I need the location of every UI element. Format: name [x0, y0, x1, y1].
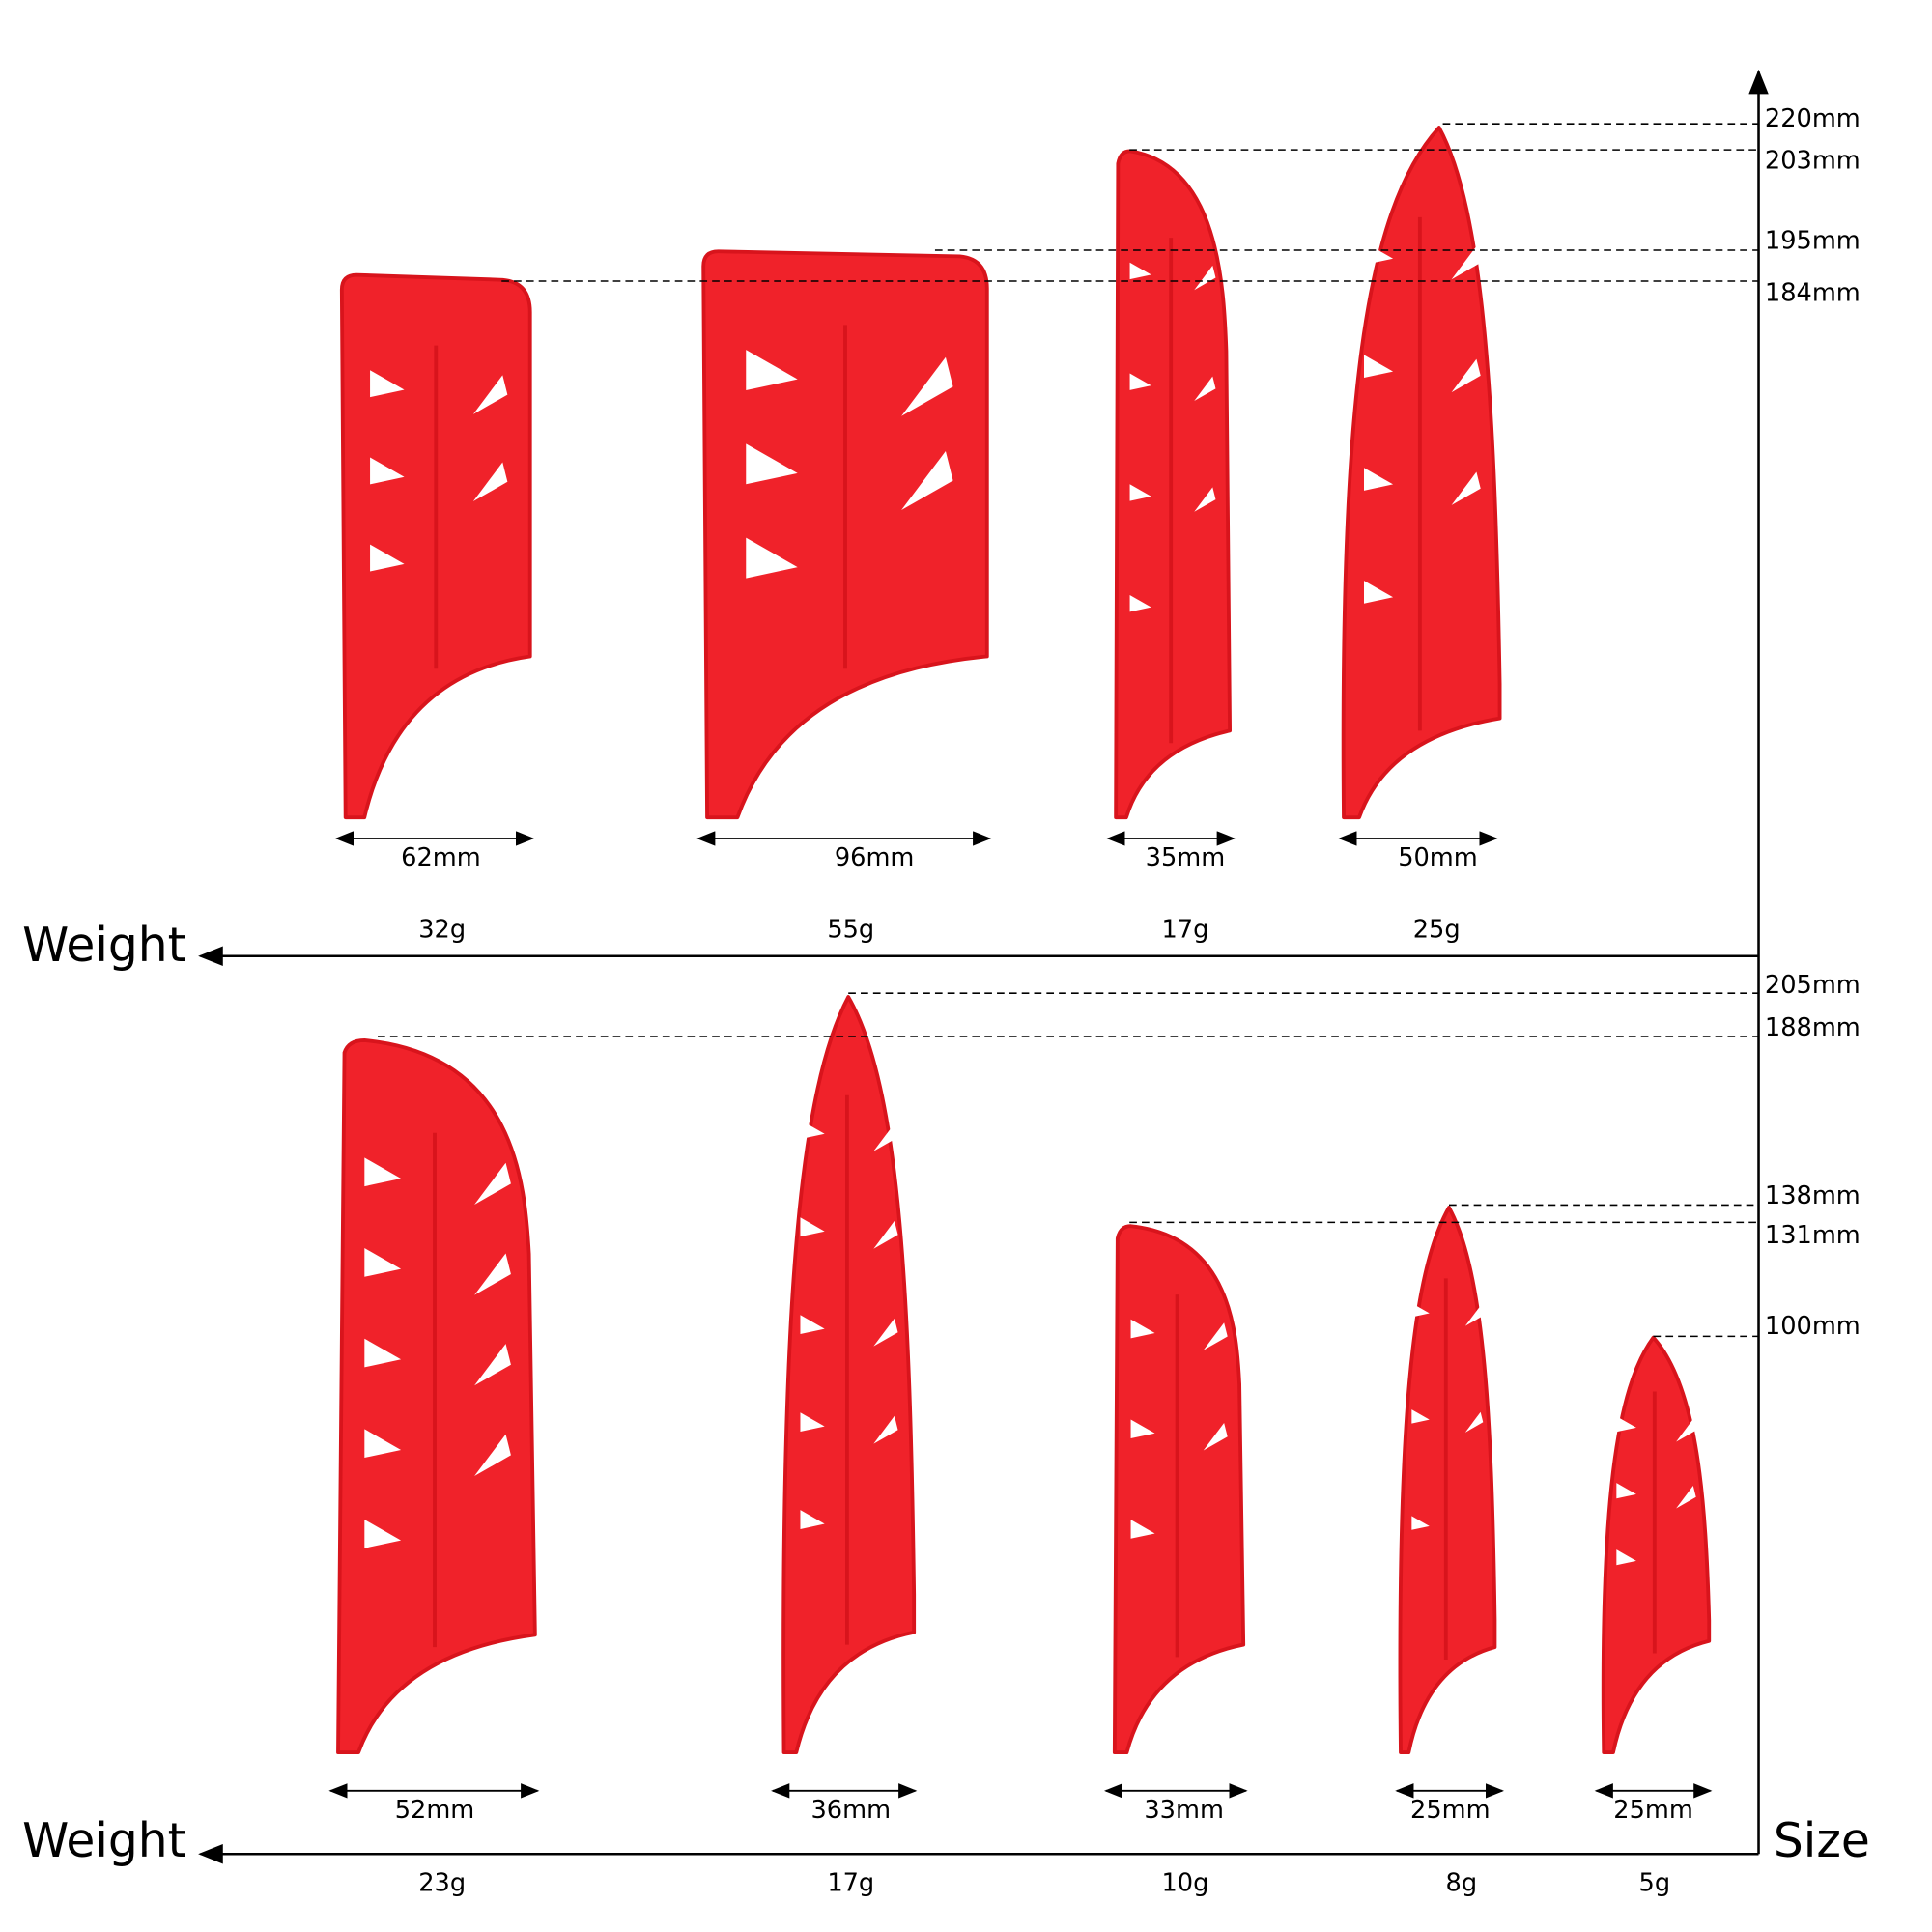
vent-slot-right — [873, 1220, 898, 1249]
vent-slot-left — [800, 1510, 825, 1529]
vent-slot-left — [1411, 1302, 1430, 1318]
vent-slot-left — [800, 1412, 825, 1433]
vent-slot-left — [1363, 242, 1394, 266]
vent-slot-right — [1451, 245, 1481, 280]
weight-axis-label-top: Weight — [22, 919, 186, 973]
width-label: 52mm — [395, 1796, 475, 1825]
height-label: 138mm — [1765, 1181, 1861, 1210]
height-label: 205mm — [1765, 971, 1861, 1000]
vent-slot-left — [1129, 484, 1151, 501]
vent-slot-left — [1130, 1419, 1155, 1439]
vent-slot-right — [1451, 358, 1481, 393]
vent-slot-left — [370, 457, 405, 485]
width-label: 35mm — [1146, 843, 1226, 872]
sheaths-layer — [336, 126, 1712, 1755]
weight-label: 25g — [1413, 916, 1461, 945]
weight-label: 23g — [418, 1869, 466, 1898]
vent-slot-left — [1130, 1319, 1155, 1339]
height-label: 131mm — [1765, 1221, 1861, 1250]
width-label: 50mm — [1398, 843, 1478, 872]
weight-label: 55g — [827, 916, 874, 945]
vent-slot-left — [364, 1429, 402, 1459]
vent-slot-left — [800, 1315, 825, 1335]
weight-label: 8g — [1446, 1869, 1478, 1898]
vent-slot-left — [1616, 1483, 1636, 1499]
vent-slot-left — [746, 537, 798, 579]
vent-slot-right — [472, 375, 508, 414]
knife-sheath — [701, 249, 989, 820]
width-label: 25mm — [1613, 1796, 1693, 1825]
weight-label: 17g — [1161, 916, 1208, 945]
vent-slot-left — [1363, 468, 1394, 491]
vent-slot-left — [364, 1520, 402, 1548]
vent-slot-right — [1203, 1322, 1228, 1350]
vent-slot-right — [873, 1122, 898, 1151]
vent-slot-right — [474, 1434, 511, 1476]
vent-slot-right — [1203, 1423, 1228, 1451]
vent-slot-right — [873, 1415, 898, 1444]
height-label: 195mm — [1765, 227, 1861, 256]
vent-slot-left — [1129, 262, 1151, 280]
vent-slot-right — [873, 1318, 898, 1347]
vent-slot-right — [1194, 376, 1216, 401]
vent-slot-right — [1194, 265, 1216, 291]
knife-sheath — [781, 995, 917, 1755]
vent-slot-right — [474, 1253, 511, 1295]
vent-slot-left — [746, 443, 798, 485]
knife-sheath — [1112, 1224, 1246, 1755]
knife-sheath — [1398, 1206, 1497, 1755]
vent-slot-left — [370, 544, 405, 572]
dimensions-layer: 62mm 32g 184mm 96mm 55g 195mm 35mm 17g 203mm 50mm… — [328, 104, 1861, 1898]
height-label: 220mm — [1765, 104, 1861, 133]
knife-sheath — [336, 1038, 537, 1755]
width-label: 25mm — [1410, 1796, 1491, 1825]
weight-label: 5g — [1639, 1869, 1671, 1898]
vent-slot-left — [364, 1338, 402, 1368]
vent-slot-left — [800, 1217, 825, 1237]
vent-slot-left — [364, 1157, 402, 1187]
vent-slot-right — [1194, 487, 1216, 512]
vent-slot-right — [901, 450, 953, 511]
vent-slot-right — [901, 356, 953, 416]
vent-slot-left — [1363, 355, 1394, 379]
vent-slot-right — [472, 462, 508, 502]
knife-sheath — [339, 272, 532, 820]
width-label: 96mm — [835, 843, 915, 872]
width-label: 62mm — [401, 843, 481, 872]
vent-slot-left — [1616, 1549, 1636, 1566]
height-label: 184mm — [1765, 279, 1861, 308]
vent-slot-right — [474, 1162, 511, 1205]
weight-label: 32g — [418, 916, 466, 945]
height-label: 100mm — [1765, 1312, 1861, 1341]
vent-slot-left — [1129, 373, 1151, 390]
width-label: 33mm — [1144, 1796, 1224, 1825]
vent-slot-left — [1363, 581, 1394, 604]
vent-slot-left — [1129, 595, 1151, 612]
height-label: 203mm — [1765, 146, 1861, 175]
vent-slot-left — [364, 1248, 402, 1277]
knife-sheath — [1601, 1335, 1712, 1755]
vent-slot-left — [370, 370, 405, 398]
vent-slot-left — [1616, 1416, 1636, 1433]
vent-slot-right — [474, 1344, 511, 1386]
vent-slot-right — [1676, 1486, 1696, 1509]
knife-sheath — [1341, 126, 1502, 820]
vent-slot-left — [800, 1120, 825, 1140]
vent-slot-right — [1676, 1419, 1696, 1442]
size-axis-label: Size — [1774, 1814, 1870, 1868]
knife-sheath — [1114, 149, 1232, 820]
vent-slot-left — [1411, 1409, 1430, 1424]
weight-label: 10g — [1161, 1869, 1208, 1898]
vent-slot-left — [1130, 1520, 1155, 1539]
vent-slot-right — [1451, 471, 1481, 505]
height-label: 188mm — [1765, 1013, 1861, 1042]
weight-label: 17g — [827, 1869, 874, 1898]
vent-slot-left — [1411, 1516, 1430, 1530]
vent-slot-left — [746, 350, 798, 391]
vent-slot-right — [1464, 1411, 1484, 1433]
weight-axis-label-bottom: Weight — [22, 1814, 186, 1868]
width-label: 36mm — [811, 1796, 892, 1825]
vent-slot-right — [1464, 1305, 1484, 1326]
